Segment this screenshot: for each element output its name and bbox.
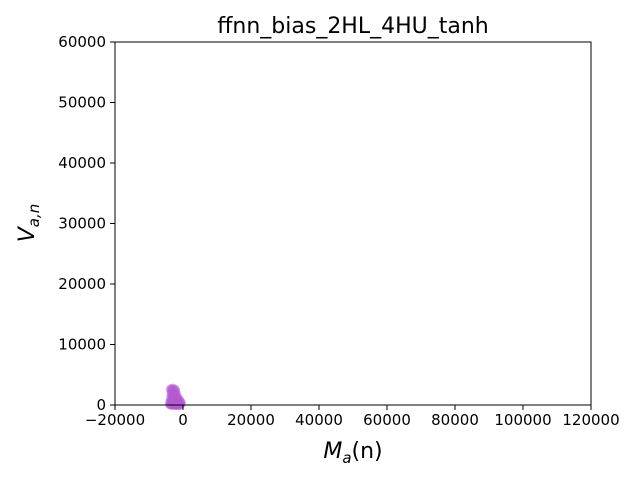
y-tick-label: 40000 bbox=[58, 154, 106, 172]
x-axis-label: Ma(n) bbox=[323, 439, 382, 467]
x-tick-label: 20000 bbox=[227, 411, 275, 429]
y-tick-label: 10000 bbox=[58, 336, 106, 354]
x-tick-label: 100000 bbox=[494, 411, 551, 429]
chart-title: ffnn_bias_2HL_4HU_tanh bbox=[217, 14, 489, 39]
x-axis: −20000 0 20000 40000 60000 80000 100000 120000 bbox=[85, 405, 620, 429]
x-tick-label: 40000 bbox=[295, 411, 343, 429]
plot-area bbox=[115, 42, 591, 405]
y-tick-label: 0 bbox=[96, 396, 106, 414]
x-tick-label: 120000 bbox=[562, 411, 619, 429]
x-tick-label: 80000 bbox=[431, 411, 479, 429]
x-tick-label: 0 bbox=[178, 411, 188, 429]
y-tick-label: 50000 bbox=[58, 94, 106, 112]
y-tick-label: 30000 bbox=[58, 215, 106, 233]
y-tick-label: 60000 bbox=[58, 33, 106, 51]
data-point bbox=[175, 396, 186, 407]
y-axis: 0 10000 20000 30000 40000 50000 60000 bbox=[58, 33, 115, 414]
y-axis-label: Va,n bbox=[15, 204, 43, 243]
x-tick-label: 60000 bbox=[363, 411, 411, 429]
x-tick-label: −20000 bbox=[85, 411, 145, 429]
y-tick-label: 20000 bbox=[58, 275, 106, 293]
